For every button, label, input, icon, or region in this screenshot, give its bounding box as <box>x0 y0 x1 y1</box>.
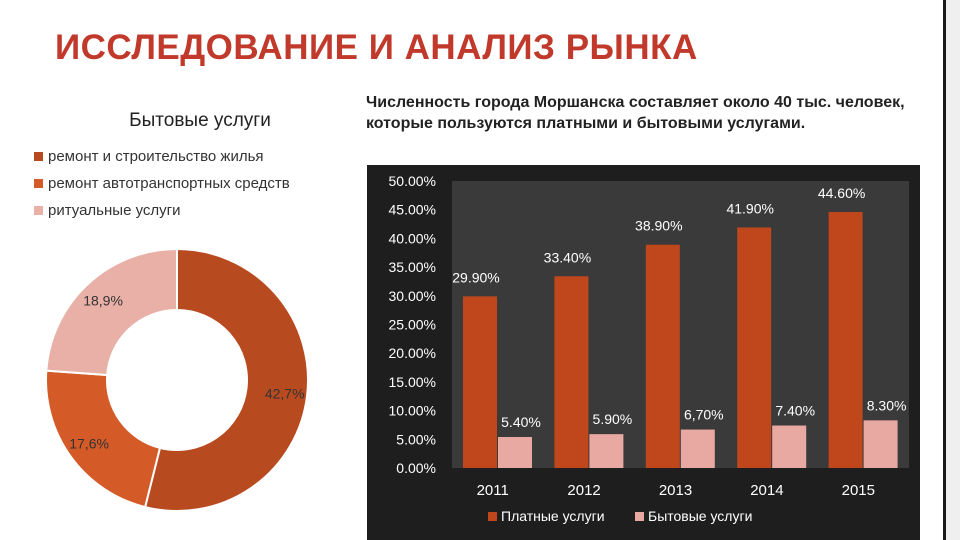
y-tick-label: 30.00% <box>389 288 436 304</box>
bar-label-paid-2015: 44.60% <box>818 185 865 201</box>
y-tick-label: 20.00% <box>389 345 436 361</box>
bar-label-paid-2014: 41.90% <box>726 200 773 216</box>
donut-legend-swatch-repair <box>34 152 43 161</box>
donut-slice-ritual <box>45 247 178 377</box>
decor-stripe-dark <box>943 0 946 540</box>
bar-legend-swatch-household <box>635 512 644 521</box>
market-description: Численность города Моршанска составляет … <box>366 94 905 132</box>
bar-paid-2015 <box>828 211 863 468</box>
bar-label-household-2011: 5.40% <box>501 414 541 430</box>
y-tick-label: 25.00% <box>389 317 436 333</box>
bar-household-2011 <box>498 437 532 468</box>
bar-label-paid-2011: 29.90% <box>452 269 499 285</box>
decor-stripe-light <box>946 0 960 540</box>
donut-legend-label-repair: ремонт и строительство жилья <box>48 148 264 165</box>
y-tick-label: 0.00% <box>396 460 436 476</box>
donut-chart-title: Бытовые услуги <box>129 110 271 131</box>
bar-label-household-2012: 5.90% <box>593 411 633 427</box>
donut-legend-label-auto: ремонт автотранспортных средств <box>48 175 290 192</box>
donut-label-auto: 17,6% <box>69 436 109 452</box>
donut-label-repair: 42,7% <box>265 385 305 401</box>
x-tick-label-2014: 2014 <box>750 482 783 499</box>
x-tick-label-2011: 2011 <box>477 482 509 499</box>
bar-label-household-2015: 8.30% <box>867 397 907 413</box>
donut-slice-repair <box>143 247 309 512</box>
bar-household-2015 <box>863 420 898 468</box>
donut-legend-item-repair: ремонт и строительство жилья <box>34 143 290 170</box>
bar-legend-swatch-paid <box>488 512 497 521</box>
donut-legend-item-auto: ремонт автотранспортных средств <box>34 170 290 197</box>
bar-label-household-2013: 6,70% <box>684 407 724 423</box>
y-tick-label: 15.00% <box>389 374 436 390</box>
y-tick-label: 40.00% <box>389 230 436 246</box>
donut-legend-item-ritual: ритуальные услуги <box>34 197 290 224</box>
bar-legend-label-household: Бытовые услуги <box>648 508 752 524</box>
donut-legend-swatch-auto <box>34 179 43 188</box>
bar-label-household-2014: 7.40% <box>775 403 815 419</box>
donut-legend-swatch-ritual <box>34 206 43 215</box>
bar-legend-label-paid: Платные услуги <box>501 508 605 524</box>
bar-household-2012 <box>589 434 624 468</box>
x-tick-label-2012: 2012 <box>567 482 600 499</box>
bar-label-paid-2013: 38.90% <box>635 218 682 234</box>
y-tick-label: 5.00% <box>396 431 436 447</box>
slide-title: ИССЛЕДОВАНИЕ И АНАЛИЗ РЫНКА <box>55 28 698 67</box>
bar-paid-2013 <box>645 244 680 468</box>
y-tick-label: 50.00% <box>389 173 436 189</box>
y-tick-label: 45.00% <box>389 202 436 218</box>
bar-paid-2012 <box>554 276 589 468</box>
y-tick-label: 35.00% <box>389 259 436 275</box>
donut-legend: ремонт и строительство жилья ремонт авто… <box>34 143 290 224</box>
bar-household-2014 <box>772 425 807 468</box>
donut-legend-label-ritual: ритуальные услуги <box>48 202 181 219</box>
y-tick-label: 10.00% <box>389 403 436 419</box>
bar-paid-2014 <box>737 227 772 468</box>
x-tick-label-2013: 2013 <box>659 482 692 499</box>
donut-label-ritual: 18,9% <box>83 293 123 309</box>
donut-slice-auto <box>45 369 162 509</box>
bar-paid-2011 <box>463 296 497 468</box>
x-tick-label-2015: 2015 <box>842 482 875 499</box>
bar-label-paid-2012: 33.40% <box>544 249 591 265</box>
bar-household-2013 <box>680 429 715 468</box>
